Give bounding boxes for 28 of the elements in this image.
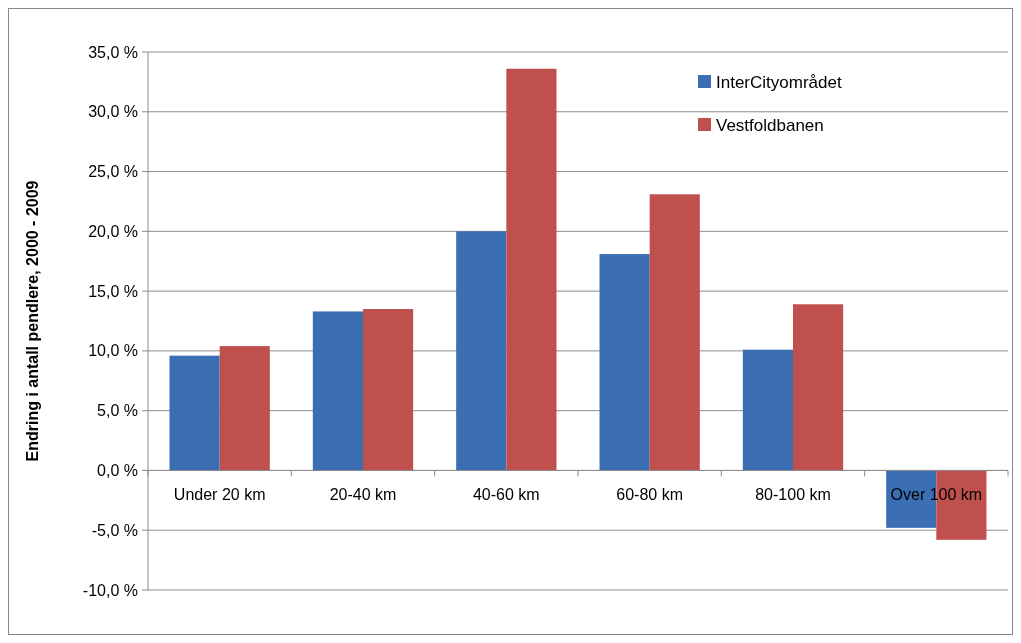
bar bbox=[456, 231, 507, 471]
y-tick-label: -10,0 % bbox=[82, 581, 138, 599]
bar bbox=[506, 68, 557, 471]
x-tick-label: 40-60 km bbox=[472, 486, 540, 504]
y-tick-label: 25,0 % bbox=[88, 163, 138, 181]
y-tick-label: 20,0 % bbox=[88, 222, 138, 240]
bar bbox=[742, 349, 793, 471]
bar bbox=[312, 311, 363, 471]
legend-label: InterCityområdet bbox=[716, 72, 842, 92]
bar bbox=[363, 309, 414, 471]
y-tick-label: 15,0 % bbox=[88, 282, 138, 300]
y-axis-title: Endring i antall pendlere, 2000 - 2009 bbox=[24, 180, 41, 462]
y-tick-label: 5,0 % bbox=[97, 402, 138, 420]
x-tick-label: Under 20 km bbox=[173, 486, 266, 504]
x-tick-label: 20-40 km bbox=[329, 486, 397, 504]
bar bbox=[169, 355, 220, 471]
y-tick-label: 30,0 % bbox=[88, 103, 138, 121]
bar bbox=[649, 194, 700, 471]
bar bbox=[219, 346, 270, 471]
x-tick-label: 80-100 km bbox=[755, 486, 831, 504]
y-tick-label: -5,0 % bbox=[91, 521, 138, 539]
y-tick-label: 10,0 % bbox=[88, 342, 138, 360]
y-tick-label: 35,0 % bbox=[88, 43, 138, 61]
bar bbox=[793, 304, 844, 471]
legend-label: Vestfoldbanen bbox=[716, 115, 824, 135]
y-tick-label: 0,0 % bbox=[97, 462, 138, 480]
x-tick-label: 60-80 km bbox=[616, 486, 684, 504]
bar bbox=[599, 254, 650, 471]
